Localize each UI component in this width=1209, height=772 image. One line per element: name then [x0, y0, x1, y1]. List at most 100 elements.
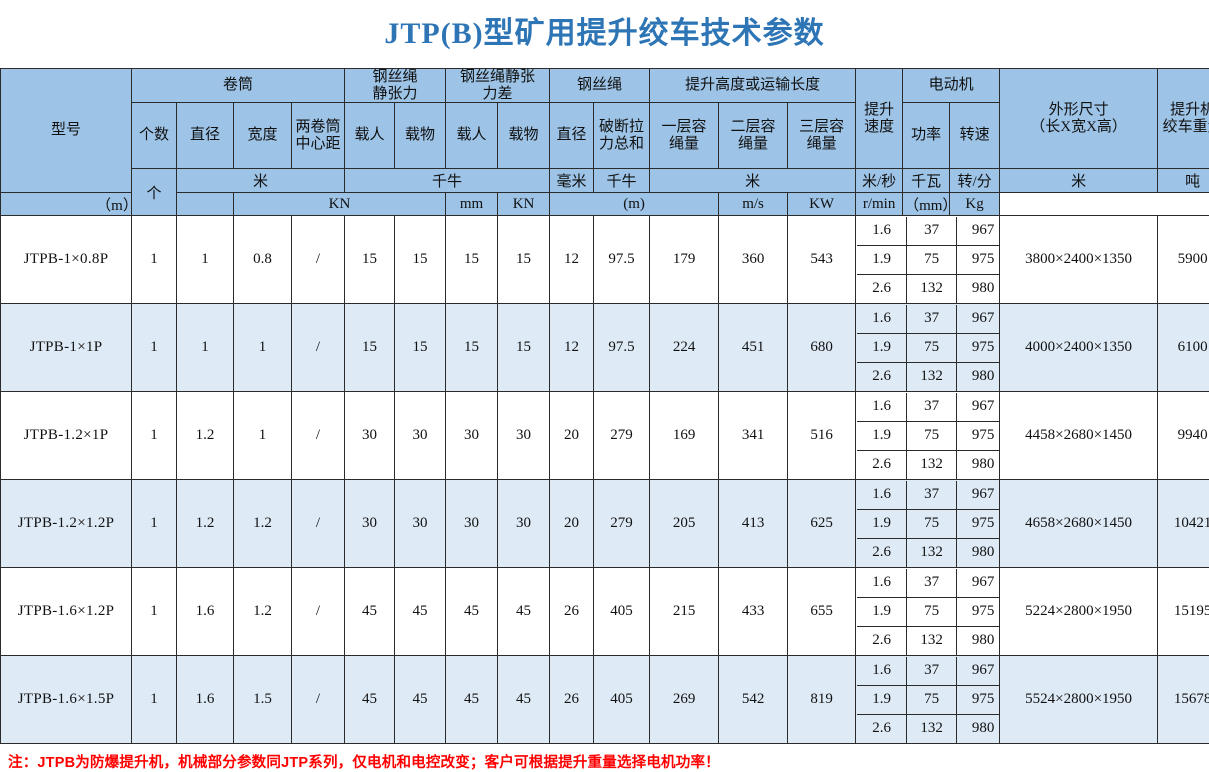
cell-drum-center-distance: / — [290, 567, 346, 656]
unit-drum-meter-cn: 米 — [175, 168, 346, 193]
cell-motor-power: 37 — [906, 656, 958, 686]
motor-options-table: 1.6 37 967 1.9 75 975 2.6 132 980 — [857, 392, 999, 479]
cell-drum-diameter: 1.2 — [176, 479, 234, 568]
cell-tension-cargo: 15 — [394, 215, 447, 304]
motor-option-row: 2.6 132 980 — [857, 274, 999, 303]
cell-layer3: 680 — [787, 303, 857, 392]
header-row-group: 型号 卷筒 钢丝绳 静张力 钢丝绳静张 力差 钢丝绳 提升高度或运输长度 提升 速度 … — [0, 68, 1209, 193]
cell-motor-rpm: 975 — [956, 245, 999, 275]
motor-option-row: 2.6 132 980 — [857, 450, 999, 479]
motor-option-row: 1.9 75 975 — [857, 597, 999, 627]
cell-drum-center-distance: / — [290, 479, 346, 568]
units-row-en: （m） KN mm KN (m) m/s KW r/min （mm） Kg — [0, 192, 1209, 216]
header-motor-group: 电动机 — [902, 68, 1001, 103]
motor-option-row: 1.6 37 967 — [857, 480, 999, 510]
table-row: JTPB-1.2×1.2P 1 1.2 1.2/30 30 30 30 20 279 205 413… — [0, 479, 1209, 568]
header-tension-diff-cargo: 载物 — [497, 102, 551, 169]
cell-rope-break-force: 279 — [593, 391, 651, 480]
header-lift-height-group: 提升高度或运输长度 — [649, 68, 857, 103]
cell-tension-diff-cargo: 45 — [497, 567, 551, 656]
cell-outline-dim: 3800×2400×1350 — [999, 215, 1159, 304]
cell-motor-power: 37 — [906, 568, 958, 598]
cell-rope-break-force: 97.5 — [593, 215, 651, 304]
header-tension-person: 载人 — [344, 102, 396, 169]
cell-rope-diameter: 26 — [549, 655, 595, 744]
cell-motor-rpm: 967 — [956, 216, 999, 246]
cell-motor-rpm: 980 — [956, 274, 999, 303]
motor-option-row: 1.9 75 975 — [857, 509, 999, 539]
cell-tension-diff-cargo: 45 — [497, 655, 551, 744]
cell-drum-center-distance: / — [290, 391, 346, 480]
unit-rope-break-en: KN — [497, 192, 551, 216]
footer-note: 注：JTPB为防爆提升机，机械部分参数同JTP系列，仅电机和电控改变；客户可根据… — [8, 755, 720, 771]
header-rope-group: 钢丝绳 — [549, 68, 651, 103]
cell-motor-power: 37 — [906, 304, 958, 334]
cell-tension-person: 45 — [344, 567, 396, 656]
header-row-sub: 个数 直径 宽度 两卷筒 中心距 载人 载物 载人 载物 直径 破断拉 力总和 一层… — [1, 102, 1209, 169]
header-outline-dim-l2: （长X宽X高） — [1030, 118, 1127, 135]
header-rope-static-tension-l2: 静张力 — [372, 85, 418, 102]
cell-tension-person: 30 — [344, 391, 396, 480]
cell-motor-power: 75 — [906, 597, 958, 627]
header-layer1-l2: 绳量 — [669, 135, 700, 152]
cell-motor-rpm: 967 — [956, 568, 999, 598]
motor-option-row: 2.6 132 980 — [857, 714, 999, 743]
cell-outline-dim: 4658×2680×1450 — [999, 479, 1159, 568]
unit-lift-length-cn: 米 — [649, 168, 857, 193]
cell-layer3: 655 — [787, 567, 857, 656]
cell-drum-width: 1 — [233, 303, 292, 392]
motor-option-row: 2.6 132 980 — [857, 626, 999, 655]
cell-tension-cargo: 45 — [394, 567, 447, 656]
motor-options-cell: 1.6 37 967 1.9 75 975 2.6 132 980 — [855, 479, 1001, 568]
cell-tension-diff-cargo: 30 — [497, 391, 551, 480]
cell-drum-center-distance: / — [290, 215, 346, 304]
cell-tension-diff-person: 45 — [445, 567, 499, 656]
cell-tension-person: 30 — [344, 479, 396, 568]
cell-tension-person: 15 — [344, 215, 396, 304]
cell-layer2: 451 — [718, 303, 789, 392]
cell-lift-speed: 2.6 — [857, 274, 908, 303]
cell-layer1: 169 — [649, 391, 720, 480]
cell-drum-count: 1 — [131, 655, 177, 744]
cell-motor-rpm: 967 — [956, 656, 999, 686]
cell-lift-speed: 1.9 — [857, 333, 908, 363]
cell-lift-speed: 1.6 — [857, 392, 908, 422]
cell-motor-rpm: 980 — [956, 538, 999, 567]
motor-options-table: 1.6 37 967 1.9 75 975 2.6 132 980 — [857, 656, 999, 743]
unit-lift-speed-en: m/s — [718, 192, 789, 216]
header-drum-diameter: 直径 — [176, 102, 234, 169]
unit-rope-break-cn: 千牛 — [593, 168, 651, 193]
header-lift-speed-l1: 提升 — [864, 102, 895, 118]
cell-layer2: 360 — [718, 215, 789, 304]
cell-motor-rpm: 980 — [956, 714, 999, 743]
cell-motor-rpm: 975 — [956, 509, 999, 539]
header-rope-tension-diff: 钢丝绳静张 力差 — [445, 68, 551, 103]
cell-model: JTPB-1.6×1.5P — [0, 655, 132, 744]
cell-tension-diff-person: 30 — [445, 479, 499, 568]
unit-motor-power-cn: 千瓦 — [902, 168, 951, 193]
header-drum-center-distance-l2: 中心距 — [295, 135, 341, 152]
cell-tension-cargo: 30 — [394, 391, 447, 480]
table-body: JTPB-1×0.8P 1 1 0.8/15 15 15 15 12 97.5 179 360 543… — [0, 215, 1209, 744]
cell-rope-break-force: 279 — [593, 479, 651, 568]
cell-motor-power: 37 — [906, 480, 958, 510]
cell-rope-diameter: 12 — [549, 303, 595, 392]
cell-drum-width: 1.2 — [233, 479, 292, 568]
motor-option-row: 1.6 37 967 — [857, 568, 999, 598]
cell-tension-cargo: 30 — [394, 479, 447, 568]
cell-machine-weight: 5900 — [1157, 215, 1209, 304]
unit-weight-en: Kg — [949, 192, 1001, 216]
cell-drum-diameter: 1 — [176, 215, 234, 304]
cell-drum-center-distance: / — [290, 303, 346, 392]
cell-motor-power: 132 — [906, 626, 958, 655]
cell-tension-diff-cargo: 30 — [497, 479, 551, 568]
cell-motor-power: 132 — [906, 714, 958, 743]
unit-tension-kn-en: KN — [232, 192, 447, 216]
cell-lift-speed: 2.6 — [857, 714, 908, 743]
header-layer3-l2: 绳量 — [806, 135, 837, 152]
cell-machine-weight: 9940 — [1157, 391, 1209, 480]
header-outline-dim-l1: 外形尺寸 — [1048, 102, 1109, 118]
header-drum-center-distance: 两卷筒 中心距 — [290, 102, 346, 169]
cell-lift-speed: 1.9 — [857, 421, 908, 451]
cell-motor-rpm: 980 — [956, 450, 999, 479]
